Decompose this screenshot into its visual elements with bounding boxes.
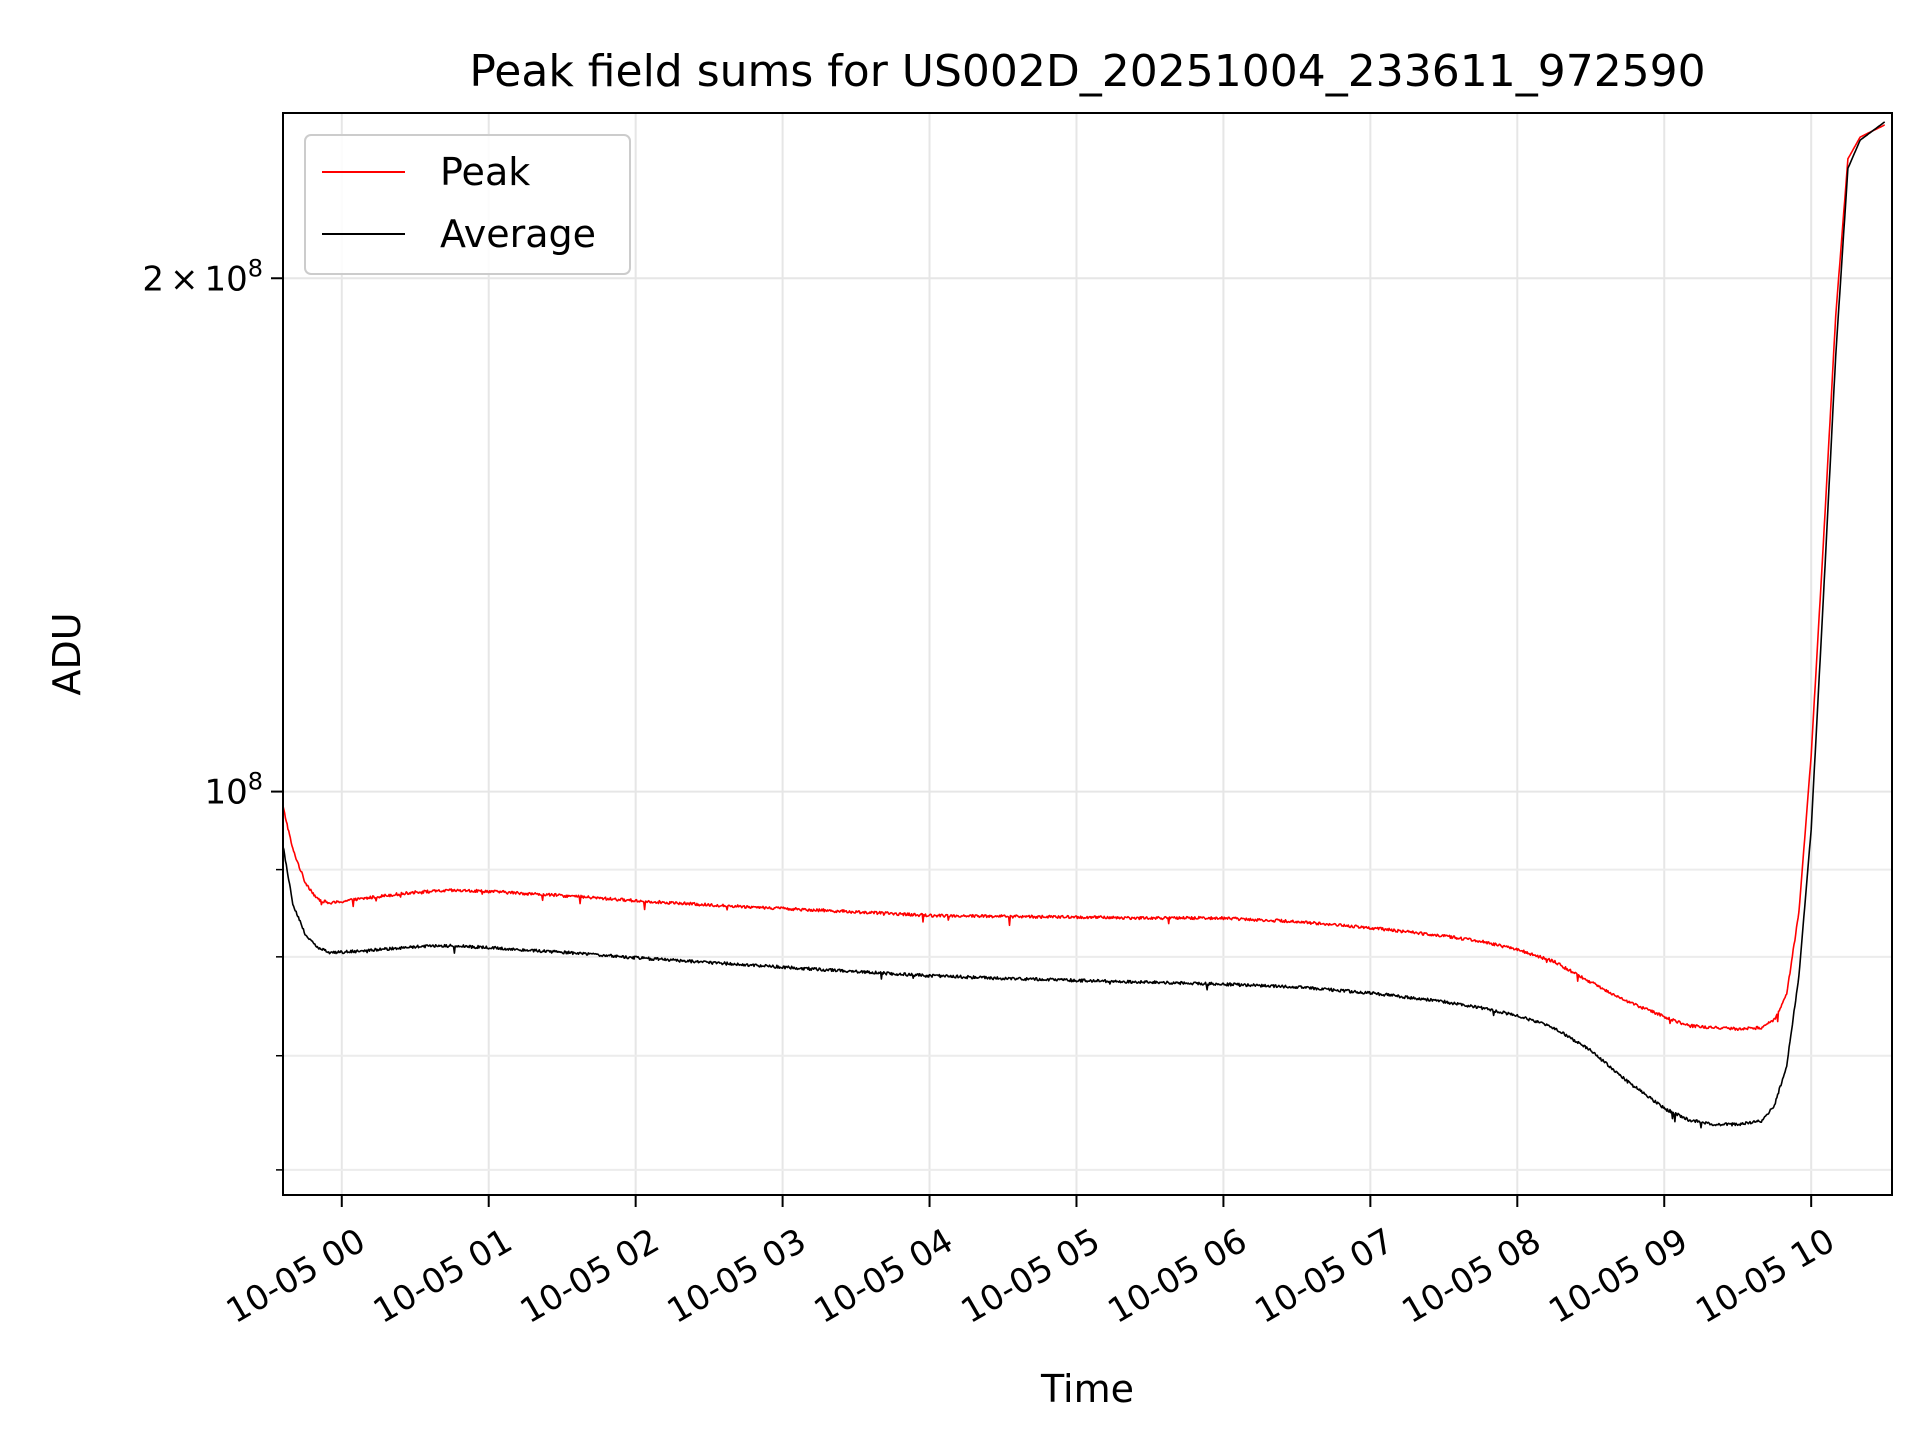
series-line-peak (282, 124, 1886, 1031)
legend-label-average: Average (440, 212, 596, 256)
y-axis-label: ADU (45, 612, 89, 695)
series-lines (282, 121, 1886, 1129)
plot-frame (282, 112, 1893, 1196)
series-line-average (282, 121, 1886, 1129)
y-tick-label: 2 × 108 (142, 254, 263, 299)
grid-lines (283, 113, 1892, 1195)
y-tick-base: 10 (204, 773, 247, 813)
legend-box (304, 134, 631, 275)
chart-title: Peak field sums for US002D_20251004_2336… (469, 46, 1705, 97)
y-tick-times: × (170, 259, 199, 299)
y-tick-label: 108 (204, 768, 263, 813)
y-tick-exponent: 8 (248, 768, 263, 796)
legend-label-peak: Peak (440, 150, 530, 194)
y-tick-mantissa: 2 (142, 259, 164, 299)
y-tick-exponent: 8 (248, 254, 263, 282)
legend: Peak Average (304, 134, 631, 275)
x-axis-label: Time (1040, 1367, 1134, 1411)
y-tick-base: 10 (204, 259, 247, 299)
